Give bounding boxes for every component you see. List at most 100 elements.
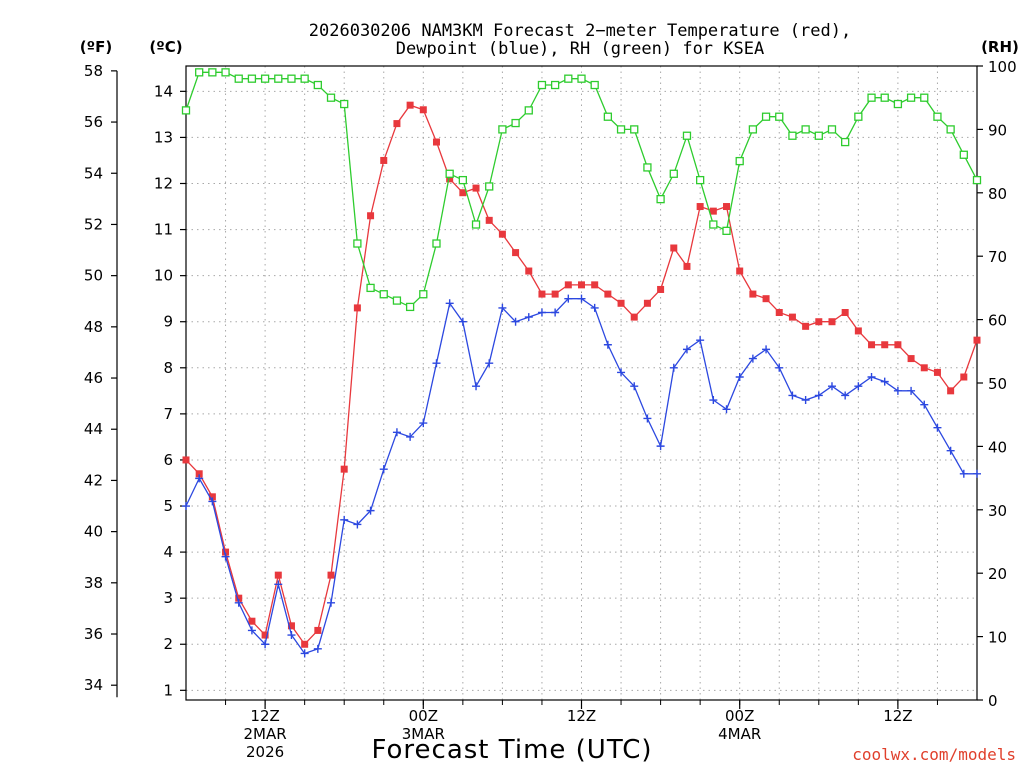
x-tick-label: 12Z <box>250 707 279 725</box>
temperature-point <box>235 594 243 602</box>
rh-point <box>748 125 758 134</box>
dewpoint-point <box>406 432 415 441</box>
series-line-rh <box>185 71 978 308</box>
temperature-point <box>788 313 796 321</box>
fahrenheit-tick-label: 42 <box>84 471 103 489</box>
celsius-tick-label: 11 <box>154 221 173 239</box>
temperature-point <box>854 327 862 335</box>
temperature-point <box>459 189 467 197</box>
dewpoint-point <box>182 502 190 511</box>
chart-title-line1: 2026030206 NAM3KM Forecast 2−meter Tempe… <box>309 21 851 41</box>
rh-point <box>867 93 876 102</box>
temperature-point <box>380 156 388 164</box>
celsius-tick-label: 12 <box>154 174 173 192</box>
dewpoint-point <box>801 396 810 405</box>
x-tick-label: 2MAR <box>244 725 287 743</box>
rh-point <box>814 131 823 140</box>
dewpoint-point <box>959 469 968 478</box>
temperature-point <box>538 290 546 298</box>
rh-point <box>643 163 652 172</box>
dewpoint-point <box>735 373 744 382</box>
dewpoint-point <box>274 580 283 589</box>
fahrenheit-tick-label: 50 <box>84 267 103 285</box>
dewpoint-point <box>300 649 309 658</box>
temperature-point <box>222 548 230 556</box>
rh-point <box>682 131 692 140</box>
x-tick-label: 4MAR <box>718 725 761 743</box>
rh-point <box>405 302 415 312</box>
rh-point <box>537 80 547 90</box>
dewpoint-point <box>841 391 850 400</box>
fahrenheit-tick-label: 34 <box>84 676 103 694</box>
dewpoint-point <box>762 345 771 354</box>
dewpoint-point <box>603 340 612 349</box>
dewpoint-point <box>880 377 889 386</box>
dewpoint-point <box>907 386 916 395</box>
temperature-point <box>630 313 638 321</box>
fahrenheit-unit-label: (ºF) <box>80 38 112 56</box>
temperature-point <box>182 456 190 464</box>
temperature-point <box>657 285 665 293</box>
rh-point <box>208 68 217 77</box>
rh-point <box>788 131 797 140</box>
temperature-point <box>301 640 309 648</box>
rh-point <box>656 194 665 204</box>
dewpoint-point <box>432 359 441 368</box>
series-dewpoint <box>182 294 981 658</box>
celsius-tick-label: 2 <box>163 635 173 653</box>
dewpoint-point <box>485 359 494 368</box>
temperature-point <box>446 175 454 183</box>
temperature-point <box>762 295 770 303</box>
rh-point <box>498 125 507 134</box>
dewpoint-point <box>656 442 665 451</box>
fahrenheit-tick-label: 58 <box>84 62 103 80</box>
dewpoint-point <box>537 308 546 317</box>
rh-point <box>630 125 639 134</box>
dewpoint-point <box>854 382 863 391</box>
celsius-tick-label: 8 <box>163 359 173 377</box>
temperature-point <box>881 341 889 349</box>
temperature-point <box>696 203 704 211</box>
dewpoint-point <box>893 386 902 395</box>
series-rh <box>181 68 982 312</box>
rh-tick-label: 10 <box>988 629 1007 647</box>
dewpoint-point <box>313 644 322 653</box>
dewpoint-point <box>920 400 929 409</box>
rh-point <box>959 150 968 159</box>
temperature-point <box>920 364 928 372</box>
rh-point <box>353 239 362 248</box>
celsius-tick-label: 10 <box>154 267 173 285</box>
dewpoint-point <box>366 506 375 515</box>
temperature-point <box>907 355 915 363</box>
temperature-point <box>551 290 559 298</box>
rh-point <box>854 112 863 121</box>
rh-point <box>326 93 336 102</box>
rh-point <box>564 74 573 83</box>
rh-point <box>775 112 784 121</box>
rh-point <box>946 125 955 134</box>
rh-point <box>392 296 402 305</box>
x-tick-label: 12Z <box>567 707 596 725</box>
fahrenheit-tick-label: 56 <box>84 113 103 131</box>
x-tick-label: 12Z <box>883 707 912 725</box>
celsius-tick-label: 4 <box>163 543 173 561</box>
rh-point <box>880 93 889 102</box>
dewpoint-point <box>814 391 823 400</box>
celsius-tick-label: 1 <box>163 681 173 699</box>
temperature-point <box>973 336 981 344</box>
dewpoint-point <box>775 363 784 372</box>
temperature-point <box>591 281 599 289</box>
rh-point <box>234 74 243 83</box>
temperature-point <box>367 212 375 220</box>
fahrenheit-tick-label: 52 <box>84 215 103 233</box>
dewpoint-point <box>353 520 362 529</box>
rh-point <box>247 74 257 83</box>
dewpoint-point <box>392 428 401 437</box>
x-axis-title: Forecast Time (UTC) <box>371 735 652 765</box>
temperature-point <box>604 290 612 298</box>
rh-tick-label: 30 <box>988 502 1007 520</box>
temperature-point <box>485 216 493 224</box>
celsius-tick-label: 3 <box>163 589 173 607</box>
temperature-point <box>670 244 678 252</box>
temperature-point <box>287 622 295 630</box>
